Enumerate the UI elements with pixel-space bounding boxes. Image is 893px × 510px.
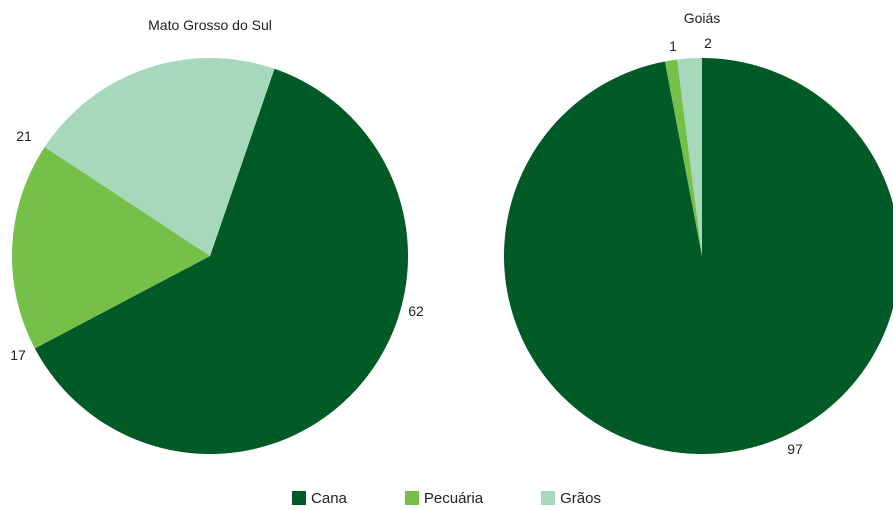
chart-title: Mato Grosso do Sul: [148, 17, 272, 33]
slice-cana: [504, 58, 893, 454]
slice-label-pecuaria: 1: [669, 38, 677, 54]
slice-graos: [44, 57, 275, 256]
slice-label-cana: 62: [408, 303, 424, 319]
legend-swatch-graos: [541, 491, 556, 505]
slice-label-graos: 2: [704, 35, 712, 51]
legend-swatch-cana: [292, 491, 307, 505]
pie-goias: 97 1 2 Goiás: [504, 10, 893, 457]
pie-mato-grosso-do-sul: 62 17 21 Mato Grosso do Sul: [10, 17, 424, 454]
legend-item-graos: Grãos: [541, 490, 601, 507]
legend-item-pecuaria: Pecuária: [404, 489, 484, 507]
legend: Cana Pecuária Grãos: [0, 488, 893, 508]
slice-label-pecuaria: 17: [10, 347, 26, 363]
legend-label-graos: Grãos: [560, 489, 601, 507]
slice-pecuaria: [664, 59, 702, 256]
slice-pecuaria: [11, 147, 210, 349]
legend-label-pecuaria: Pecuária: [423, 489, 484, 507]
legend-item-cana: Cana: [292, 490, 347, 507]
slice-graos: [677, 58, 702, 256]
legend-label-cana: Cana: [311, 489, 347, 507]
slice-cana: [34, 68, 409, 454]
slice-label-cana: 97: [787, 441, 803, 457]
slice-label-graos: 21: [16, 128, 32, 144]
legend-swatch-pecuaria: [404, 491, 419, 505]
chart-title: Goiás: [684, 10, 721, 26]
